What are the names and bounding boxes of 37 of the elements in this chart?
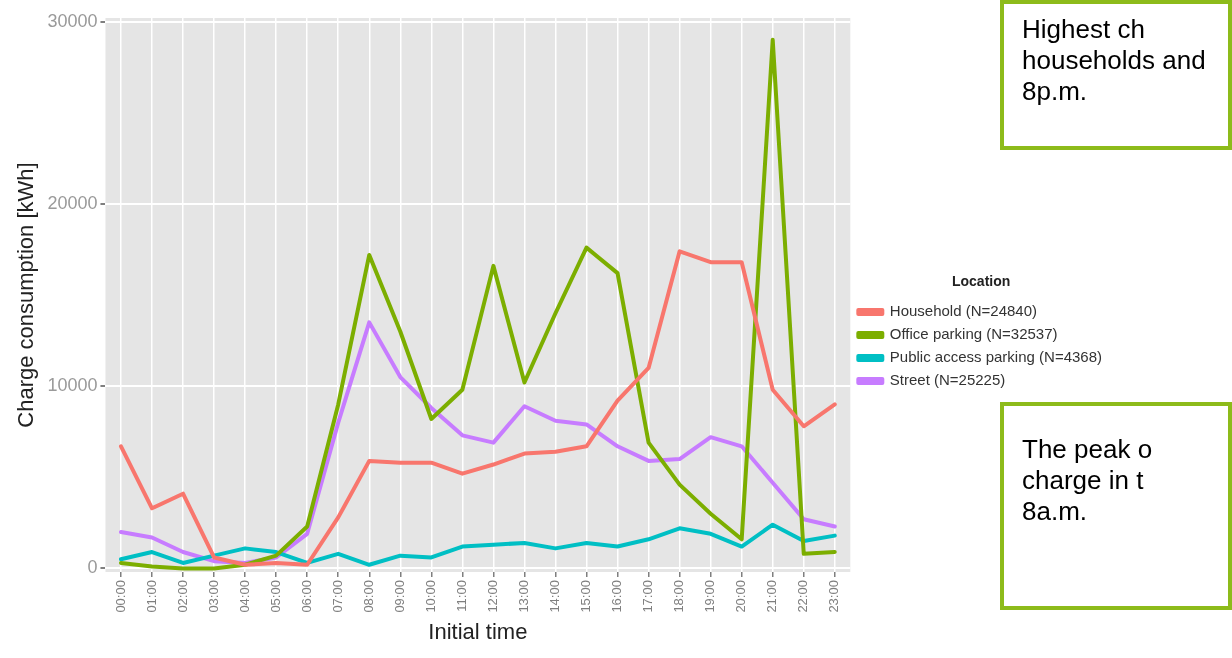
x-tick-label: 09:00 [391,580,407,613]
legend-title: Location [951,273,1011,290]
y-tick-label: 10000 [47,375,98,396]
x-tick-label: 16:00 [609,580,625,613]
x-tick-label: 17:00 [640,580,656,613]
y-axis-title: Charge consumption [kWh] [13,162,39,428]
x-tick-label: 07:00 [329,580,345,613]
x-tick-label: 05:00 [267,580,283,613]
x-tick-label: 13:00 [516,580,532,613]
x-tick-label: 22:00 [795,580,811,613]
text: The peak o charge in t 8a.m. [1000,402,1232,610]
x-tick-label: 00:00 [112,580,128,613]
legend-label: Public access parking (N=4368) [889,348,1103,366]
x-axis-title: Initial time [428,618,528,644]
x-tick-label: 18:00 [671,580,687,613]
x-tick-label: 02:00 [174,580,190,613]
legend-label: Street (N=25225) [889,371,1006,389]
legend-label: Household (N=24840) [889,302,1037,320]
x-tick-label: 03:00 [205,580,221,613]
y-tick-label: 20000 [47,192,98,213]
x-tick-label: 10:00 [422,580,438,613]
x-tick-label: 01:00 [143,580,159,613]
x-tick-label: 12:00 [484,580,500,613]
x-tick-label: 20:00 [733,580,749,613]
x-tick-label: 04:00 [236,580,252,613]
y-tick-label: 0 [87,557,98,578]
x-tick-label: 11:00 [453,580,469,612]
x-tick-label: 19:00 [702,580,718,613]
x-tick-label: 14:00 [547,580,563,613]
text: Highest ch households and 8p.m. [1000,0,1232,150]
x-tick-label: 23:00 [826,580,842,613]
x-tick-label: 21:00 [764,580,780,613]
legend-label: Office parking (N=32537) [889,325,1058,343]
x-tick-label: 08:00 [360,580,376,613]
y-tick-label: 30000 [47,10,98,31]
x-tick-label: 06:00 [298,580,314,613]
x-tick-label: 15:00 [578,580,594,613]
